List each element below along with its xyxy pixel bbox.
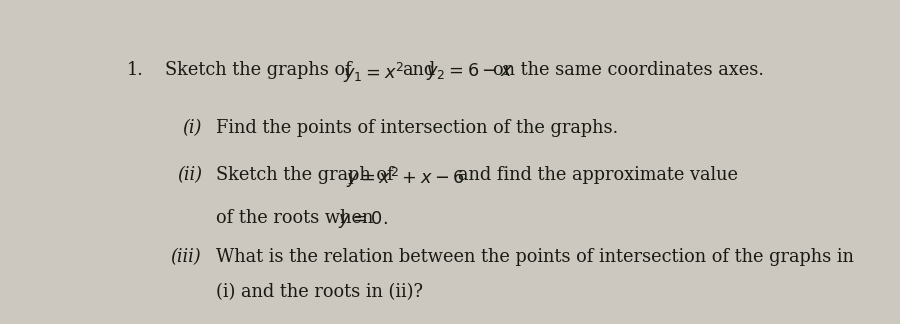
- Text: $y = 0.$: $y = 0.$: [338, 209, 388, 229]
- Text: Sketch the graphs of: Sketch the graphs of: [165, 61, 352, 79]
- Text: (i): (i): [182, 119, 202, 137]
- Text: of the roots when: of the roots when: [216, 209, 374, 226]
- Text: on the same coordinates axes.: on the same coordinates axes.: [492, 61, 763, 79]
- Text: and: and: [402, 61, 436, 79]
- Text: What is the relation between the points of intersection of the graphs in: What is the relation between the points …: [216, 249, 853, 266]
- Text: (i) and the roots in (ii)?: (i) and the roots in (ii)?: [216, 284, 423, 301]
- Text: 1.: 1.: [126, 61, 143, 79]
- Text: and find the approximate value: and find the approximate value: [458, 166, 738, 184]
- Text: $y_2 = 6-x$: $y_2 = 6-x$: [427, 61, 513, 82]
- Text: Find the points of intersection of the graphs.: Find the points of intersection of the g…: [216, 119, 618, 137]
- Text: $y_1 = x^2$: $y_1 = x^2$: [343, 61, 404, 86]
- Text: (iii): (iii): [170, 249, 201, 266]
- Text: (ii): (ii): [177, 166, 202, 184]
- Text: Sketch the graph of: Sketch the graph of: [216, 166, 393, 184]
- Text: $y = x^2 + x - 6$: $y = x^2 + x - 6$: [346, 166, 464, 190]
